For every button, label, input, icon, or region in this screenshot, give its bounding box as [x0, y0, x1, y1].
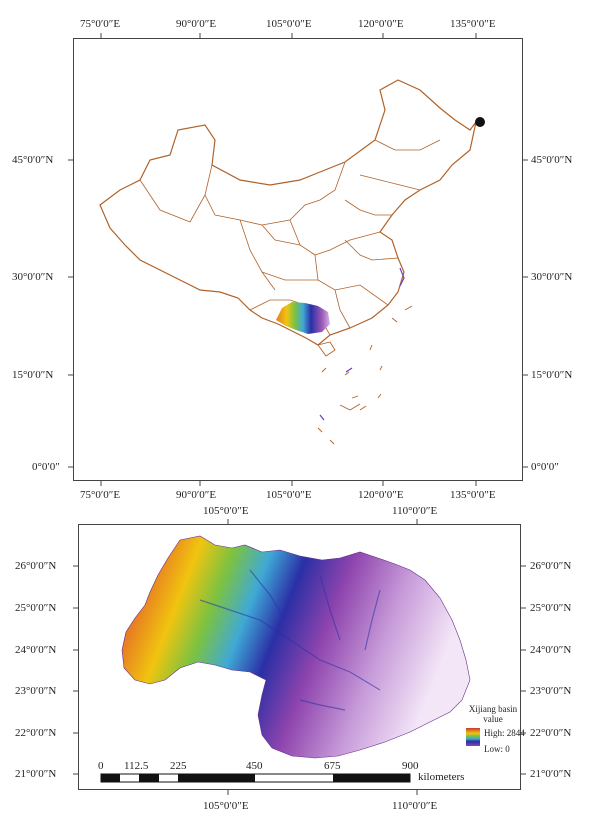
top-x-tick-135-bottom: 135°0′0″E	[450, 489, 496, 501]
scale-bar	[100, 773, 411, 783]
top-x-tick-75-bottom: 75°0′0″E	[80, 489, 121, 501]
study-area-overview	[276, 302, 330, 334]
top-x-tick-120: 120°0′0″E	[358, 18, 404, 30]
top-x-tick-75: 75°0′0″E	[80, 18, 121, 30]
xijiang-basin-elevation	[121, 535, 471, 759]
legend-color-ramp	[466, 728, 480, 746]
bottom-x-tick-110-top: 110°0′0″E	[392, 505, 438, 517]
scale-label-112-5: 112.5	[124, 760, 149, 772]
top-y-tick-0-right: 0°0′0″	[531, 461, 559, 473]
bottom-y-tick-26-right: 26°0′0″N	[530, 560, 572, 572]
top-y-tick-45-left: 45°0′0″N	[12, 154, 54, 166]
bottom-y-tick-26-left: 26°0′0″N	[15, 560, 57, 572]
top-x-tick-105: 105°0′0″E	[266, 18, 312, 30]
top-y-tick-45-right: 45°0′0″N	[531, 154, 573, 166]
bottom-y-tick-23-right: 23°0′0″N	[530, 685, 572, 697]
top-x-tick-135: 135°0′0″E	[450, 18, 496, 30]
bottom-y-tick-22-left: 22°0′0″N	[15, 727, 57, 739]
top-x-tick-90-bottom: 90°0′0″E	[176, 489, 217, 501]
province-boundaries	[139, 139, 441, 336]
scale-label-675: 675	[324, 760, 341, 772]
river-network	[199, 569, 381, 711]
top-x-tick-105-bottom: 105°0′0″E	[266, 489, 312, 501]
bottom-x-tick-105-bottom: 105°0′0″E	[203, 800, 249, 812]
top-y-tick-15-right: 15°0′0″N	[531, 369, 573, 381]
overview-map-frame	[73, 38, 523, 481]
scale-label-225: 225	[170, 760, 187, 772]
legend-high-label: High: 2844	[484, 728, 525, 738]
bottom-y-tick-22-right: 22°0′0″N	[530, 727, 572, 739]
top-x-tick-120-bottom: 120°0′0″E	[358, 489, 404, 501]
scale-label-900: 900	[402, 760, 419, 772]
top-y-tick-0-left: 0°0′0″	[32, 461, 60, 473]
bottom-y-tick-23-left: 23°0′0″N	[15, 685, 57, 697]
south-sea-islands	[317, 305, 413, 445]
location-marker	[475, 117, 485, 127]
bottom-y-tick-21-right: 21°0′0″N	[530, 768, 572, 780]
legend-title: Xijiang basin value	[468, 704, 518, 724]
bottom-x-tick-105-top: 105°0′0″E	[203, 505, 249, 517]
bottom-y-tick-21-left: 21°0′0″N	[15, 768, 57, 780]
top-y-tick-30-left: 30°0′0″N	[12, 271, 54, 283]
top-y-tick-15-left: 15°0′0″N	[12, 369, 54, 381]
bottom-y-tick-25-left: 25°0′0″N	[15, 602, 57, 614]
bottom-x-tick-110-bottom: 110°0′0″E	[392, 800, 438, 812]
scale-unit: kilometers	[418, 771, 465, 783]
bottom-y-tick-25-right: 25°0′0″N	[530, 602, 572, 614]
scale-label-0: 0	[98, 760, 104, 772]
bottom-y-tick-24-right: 24°0′0″N	[530, 644, 572, 656]
legend-low-label: Low: 0	[484, 744, 510, 754]
scale-label-450: 450	[246, 760, 263, 772]
top-y-tick-30-right: 30°0′0″N	[531, 271, 573, 283]
bottom-y-tick-24-left: 24°0′0″N	[15, 644, 57, 656]
top-x-tick-90: 90°0′0″E	[176, 18, 217, 30]
